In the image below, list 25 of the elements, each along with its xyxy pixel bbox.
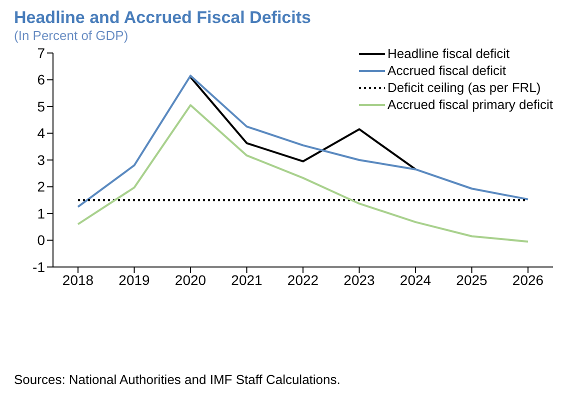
legend-label: Accrued fiscal primary deficit <box>388 96 553 113</box>
x-tick-label: 2019 <box>118 272 150 288</box>
x-tick-label: 2024 <box>400 272 432 288</box>
chart-subtitle: (In Percent of GDP) <box>14 28 130 43</box>
y-tick-label: 5 <box>37 98 46 114</box>
chart-title: Headline and Accrued Fiscal Deficits <box>14 8 312 28</box>
y-tick-label: 4 <box>37 125 46 142</box>
source-note: Sources: National Authorities and IMF Staff Calculations. <box>14 372 342 387</box>
x-tick-label: 2021 <box>231 272 263 288</box>
y-tick-label: 7 <box>37 44 46 61</box>
legend-label: Deficit ceiling (as per FRL) <box>388 79 541 96</box>
y-tick-label: -1 <box>32 258 46 275</box>
y-tick-label: 6 <box>37 72 46 88</box>
y-tick-label: 2 <box>37 178 46 195</box>
x-tick-label: 2025 <box>456 272 488 288</box>
y-tick-label: 1 <box>37 205 46 222</box>
x-tick-label: 2023 <box>344 272 376 288</box>
y-tick-label: 3 <box>37 152 46 168</box>
x-tick-label: 2026 <box>512 272 544 288</box>
legend-label: Accrued fiscal deficit <box>388 62 506 79</box>
x-tick-label: 2020 <box>174 272 206 288</box>
y-tick-label: 0 <box>37 232 46 248</box>
legend-label: Headline fiscal deficit <box>388 45 510 62</box>
x-tick-label: 2018 <box>62 272 94 288</box>
x-tick-label: 2022 <box>287 272 319 288</box>
